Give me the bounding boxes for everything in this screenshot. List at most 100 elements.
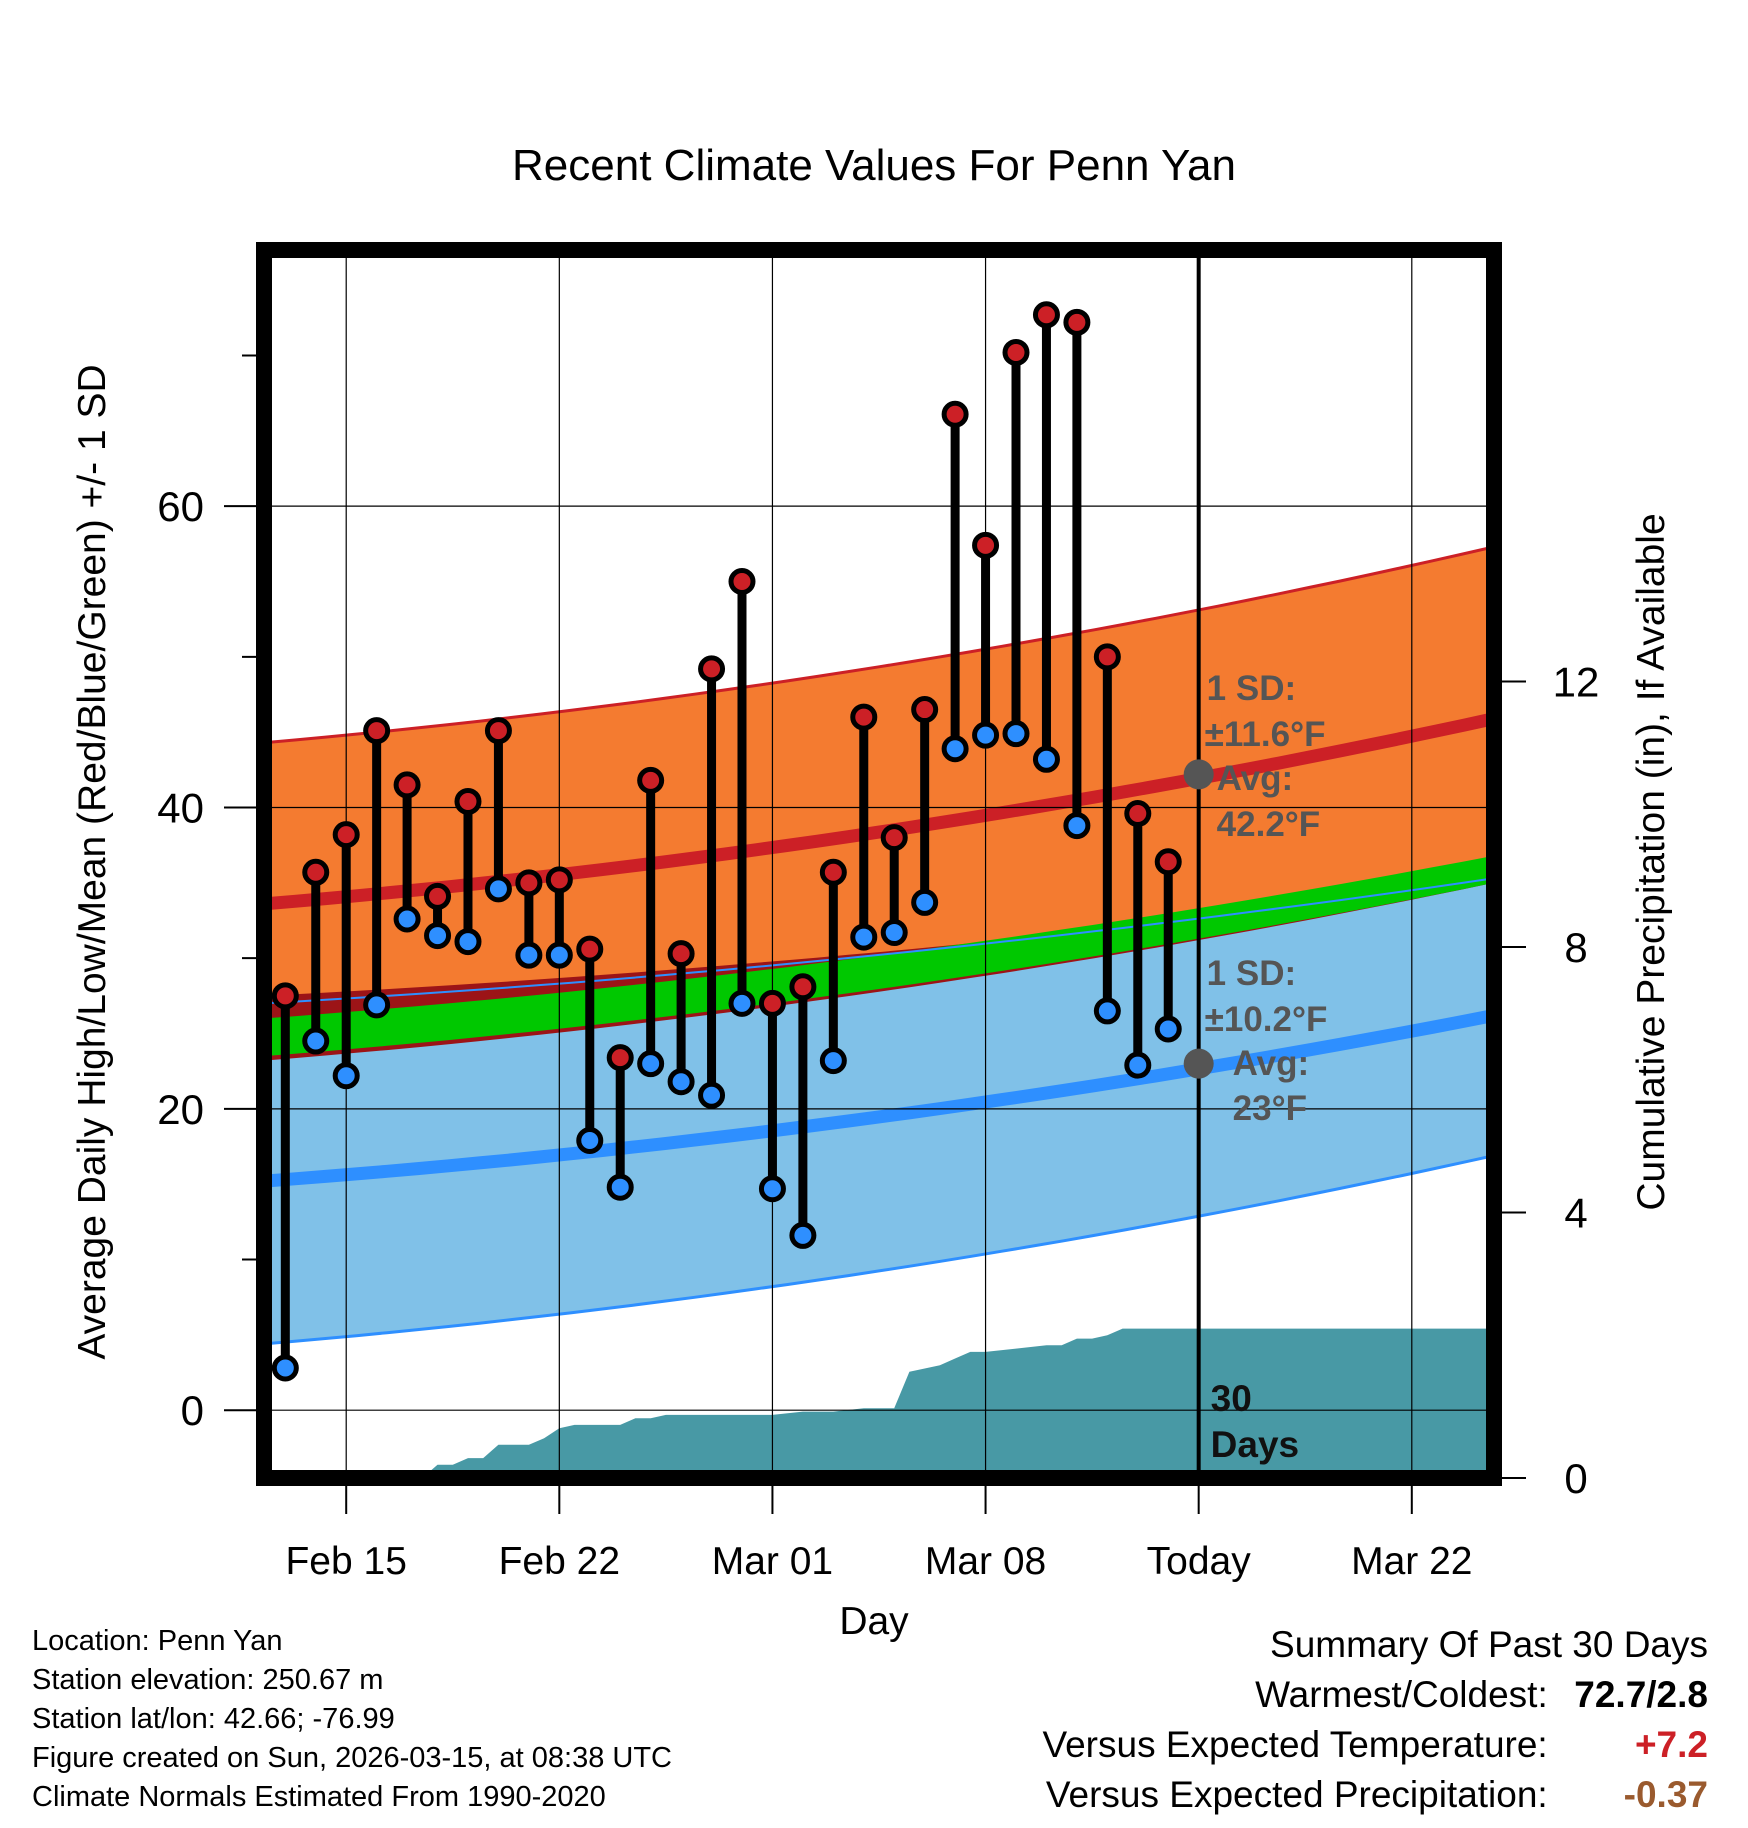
- plot-frame: [256, 242, 1502, 1486]
- precip-anomaly-row: Versus Expected Precipitation: -0.37: [1042, 1770, 1708, 1820]
- high-point: [911, 696, 939, 724]
- high-sd-band: [264, 546, 1494, 1004]
- high-point: [545, 866, 573, 894]
- low-point: [393, 905, 421, 933]
- high-point: [789, 973, 817, 1001]
- high-avg-value: 42.2°F: [1217, 805, 1321, 844]
- x-tick-label: Feb 15: [285, 1540, 406, 1583]
- low-point: [545, 941, 573, 969]
- y-axis-label: Average Daily High/Low/Mean (Red/Blue/Gr…: [71, 364, 114, 1359]
- low-point: [698, 1081, 726, 1109]
- low-point: [454, 928, 482, 956]
- high-point: [363, 717, 391, 745]
- low-point: [515, 941, 543, 969]
- low-point: [1032, 745, 1060, 773]
- high-point: [972, 531, 1000, 559]
- low-point: [424, 922, 452, 950]
- high-point: [515, 869, 543, 897]
- low-upper-line: [264, 877, 1494, 1005]
- x-tick-label: Feb 22: [499, 1540, 620, 1583]
- elevation-text: Station elevation: 250.67 m: [32, 1664, 384, 1696]
- low-point: [1063, 812, 1091, 840]
- temp-anomaly-label: Versus Expected Temperature:: [1042, 1724, 1548, 1765]
- low-lower-line: [264, 1154, 1494, 1346]
- low-mean-line: [264, 1009, 1494, 1188]
- y-tick-label: 0: [181, 1387, 204, 1434]
- location-text: Location: Penn Yan: [32, 1625, 283, 1657]
- high-point: [1154, 848, 1182, 876]
- low-avg-label: Avg:: [1233, 1044, 1309, 1083]
- high-point: [454, 787, 482, 815]
- chart-title: Recent Climate Values For Penn Yan: [512, 141, 1236, 190]
- warmest-value: 72.7/2.8: [1574, 1674, 1708, 1715]
- latlon-text: Station lat/lon: 42.66; -76.99: [32, 1703, 395, 1735]
- high-point: [850, 703, 878, 731]
- high-point: [758, 989, 786, 1017]
- x-tick-label: Today: [1147, 1540, 1252, 1583]
- high-point: [1124, 800, 1152, 828]
- high-point: [1002, 338, 1030, 366]
- low-point: [1002, 720, 1030, 748]
- precip-anomaly-label: Versus Expected Precipitation:: [1045, 1774, 1548, 1815]
- high-point: [393, 771, 421, 799]
- low-point: [667, 1068, 695, 1096]
- y2-tick-label: 12: [1553, 658, 1600, 705]
- low-sd-label: 1 SD:: [1207, 954, 1296, 993]
- high-sd-value: ±11.6°F: [1205, 715, 1326, 754]
- high-point: [1093, 643, 1121, 671]
- low-point: [850, 923, 878, 951]
- warmest-label: Warmest/Coldest:: [1255, 1674, 1548, 1715]
- low-point: [728, 989, 756, 1017]
- high-sd-label: 1 SD:: [1207, 669, 1296, 708]
- y-tick-label: 40: [157, 784, 204, 831]
- high-point: [302, 858, 330, 886]
- high-point: [424, 882, 452, 910]
- y-tick-label: 20: [157, 1086, 204, 1133]
- low-point: [911, 888, 939, 916]
- days-label: Days: [1211, 1424, 1299, 1465]
- low-point: [880, 919, 908, 947]
- low-point: [1093, 997, 1121, 1025]
- high-point: [941, 400, 969, 428]
- low-point: [332, 1062, 360, 1090]
- today-high-avg-marker: [1183, 759, 1214, 790]
- low-point: [302, 1027, 330, 1055]
- precip-anomaly-value: -0.37: [1623, 1774, 1708, 1815]
- created-text: Figure created on Sun, 2026-03-15, at 08…: [32, 1742, 672, 1774]
- x-tick-label: Mar 22: [1351, 1540, 1472, 1583]
- low-point: [363, 991, 391, 1019]
- y2-tick-label: 0: [1564, 1455, 1587, 1502]
- high-point: [332, 821, 360, 849]
- today-low-avg-marker: [1183, 1048, 1214, 1079]
- high-point: [667, 940, 695, 968]
- high-avg-label: Avg:: [1217, 759, 1293, 798]
- low-point: [1154, 1015, 1182, 1043]
- high-point: [1063, 308, 1091, 336]
- low-point: [606, 1173, 634, 1201]
- summary-panel: Summary Of Past 30 Days Warmest/Coldest:…: [1042, 1620, 1708, 1820]
- high-point: [637, 766, 665, 794]
- normals-text: Climate Normals Estimated From 1990-2020: [32, 1781, 606, 1813]
- y2-tick-label: 4: [1564, 1189, 1587, 1236]
- low-point: [484, 875, 512, 903]
- high-point: [576, 935, 604, 963]
- high-point: [698, 655, 726, 683]
- low-point: [972, 721, 1000, 749]
- x-tick-label: Mar 01: [712, 1540, 833, 1583]
- y2-tick-label: 8: [1564, 924, 1587, 971]
- high-point: [271, 982, 299, 1010]
- low-sd-value: ±10.2°F: [1205, 1000, 1328, 1039]
- precipitation-area: [422, 1328, 1494, 1478]
- low-point: [1124, 1051, 1152, 1079]
- station-info: Location: Penn Yan Station elevation: 25…: [32, 1622, 672, 1817]
- days-label: 30: [1211, 1378, 1252, 1419]
- y-tick-label: 60: [157, 483, 204, 530]
- low-point: [271, 1354, 299, 1382]
- low-point: [758, 1175, 786, 1203]
- temp-anomaly-value: +7.2: [1634, 1724, 1708, 1765]
- low-point: [637, 1050, 665, 1078]
- high-point: [484, 717, 512, 745]
- low-point: [789, 1221, 817, 1249]
- low-point: [941, 735, 969, 763]
